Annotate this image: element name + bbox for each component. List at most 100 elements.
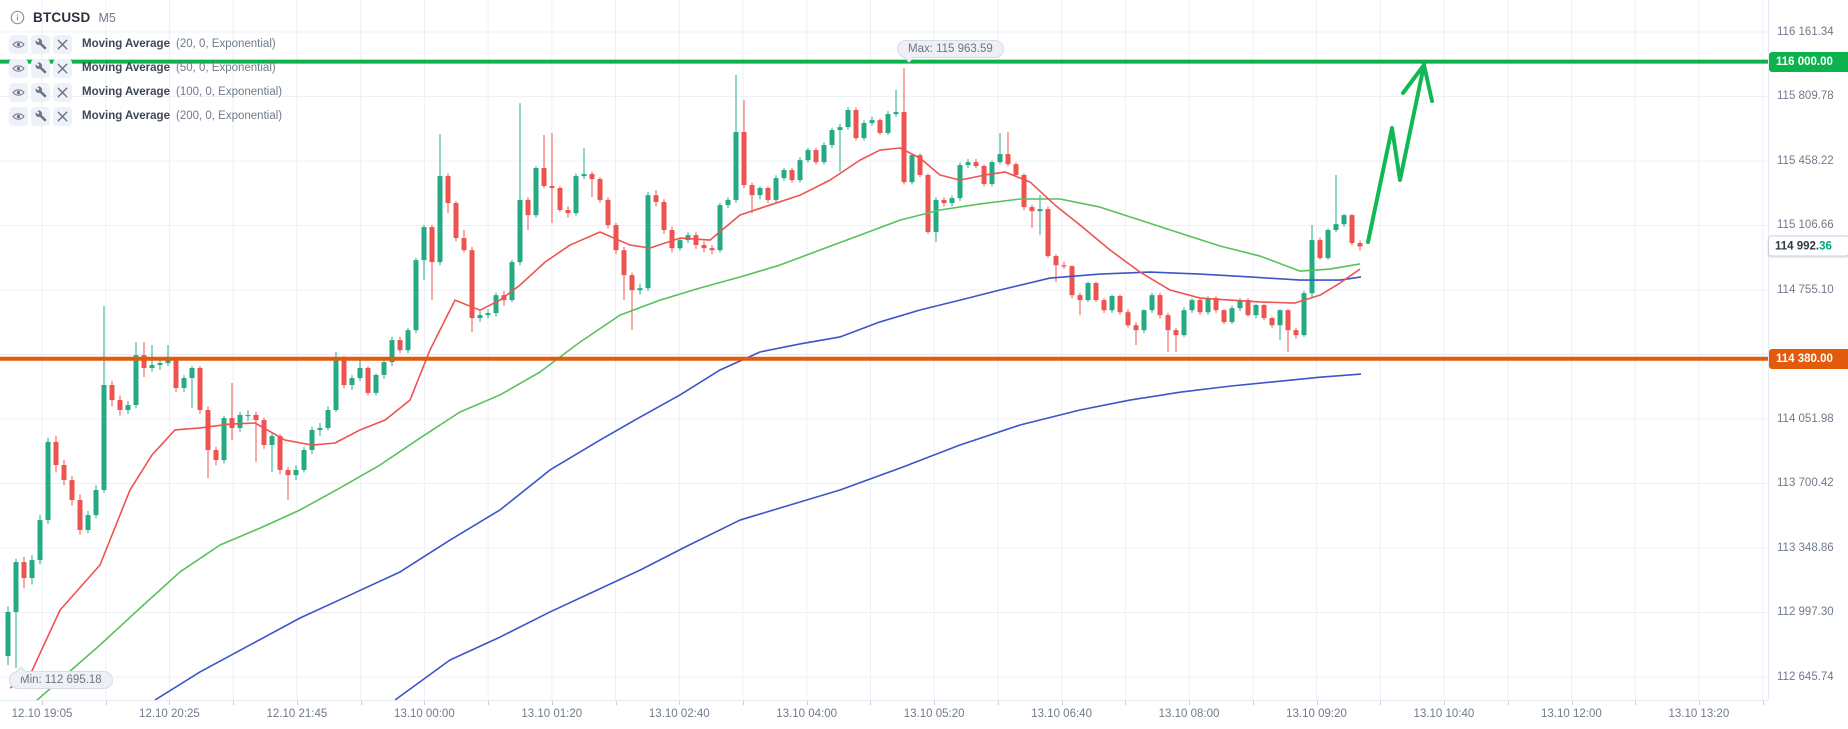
candle-body [549, 185, 555, 189]
candle-body [741, 132, 747, 186]
ema-100-line [154, 271, 1362, 700]
price-tick-label: 115 458.22 [1777, 154, 1834, 167]
candle-body [1229, 308, 1235, 323]
indicator-legend: Moving Average (20, 0, Exponential) Movi… [9, 32, 282, 128]
candle-body [381, 362, 387, 375]
candle-body [949, 198, 955, 204]
candle-body [229, 418, 235, 428]
price-axis[interactable]: 116 161.34 115 809.78 115 458.22 115 106.66… [1768, 0, 1848, 700]
visibility-eye-icon[interactable] [9, 82, 28, 102]
candle-body [557, 188, 563, 211]
candle-body [389, 340, 395, 363]
candle-body [189, 367, 195, 379]
remove-x-icon[interactable] [53, 34, 72, 54]
time-tick-mark [1571, 701, 1573, 705]
candle-body [765, 188, 771, 200]
candle-body [365, 367, 371, 393]
candle-body [1309, 240, 1315, 294]
time-tick-mark [1444, 701, 1446, 705]
settings-wrench-icon[interactable] [31, 82, 50, 102]
candle-body [413, 260, 419, 331]
candle-body [1197, 300, 1203, 313]
candle-body [437, 176, 443, 263]
candle-body [541, 168, 547, 186]
settings-wrench-icon[interactable] [31, 106, 50, 126]
drawn-arrow-annotation[interactable] [1366, 63, 1426, 244]
candle-body [461, 238, 467, 251]
candle-body [477, 315, 483, 319]
time-axis[interactable]: 12.10 19:05 12.10 20:25 12.10 21:45 13.10 0… [0, 700, 1768, 729]
price-tick-label: 113 348.86 [1777, 541, 1834, 554]
candle-body [1293, 330, 1299, 336]
time-tick-mark [169, 701, 171, 705]
candle-body [109, 385, 115, 401]
candle-body [357, 367, 363, 379]
candle-body [1077, 295, 1083, 301]
candle-body [301, 449, 307, 470]
chart-plot-area[interactable]: BTCUSD M5 Moving Average (20, 0, Exponen… [0, 0, 1768, 700]
indicator-params: (100, 0, Exponential) [175, 86, 283, 98]
time-tick-mark [1380, 701, 1382, 705]
time-tick-label: 12.10 19:05 [11, 708, 73, 720]
candle-body [141, 355, 147, 368]
time-tick-mark [1252, 701, 1254, 705]
candle-body [573, 176, 579, 214]
candle-body [53, 441, 59, 466]
visibility-eye-icon[interactable] [9, 34, 28, 54]
price-tick-label: 112 645.74 [1777, 670, 1834, 683]
time-tick-mark [934, 701, 936, 705]
candle-body [997, 154, 1003, 163]
price-level-badge[interactable]: 116 000.00 [1769, 51, 1848, 72]
candle-body [1325, 230, 1331, 259]
remove-x-icon[interactable] [53, 58, 72, 78]
arrow-head [1401, 63, 1426, 95]
candle-body [1157, 295, 1163, 316]
candle-body [237, 414, 243, 428]
time-tick-mark [105, 701, 107, 705]
remove-x-icon[interactable] [53, 106, 72, 126]
candle-body [285, 469, 291, 476]
time-tick-mark [870, 701, 872, 705]
candle-body [813, 150, 819, 163]
arrow-head [1422, 63, 1434, 103]
candle-body [1333, 224, 1339, 231]
candle-body [1133, 325, 1139, 331]
candle-body [429, 227, 435, 263]
time-tick-mark [615, 701, 617, 705]
candle-body [205, 409, 211, 450]
candlestick-chart[interactable] [0, 0, 1768, 700]
visibility-eye-icon[interactable] [9, 58, 28, 78]
candle-body [1053, 256, 1059, 266]
price-level-badge[interactable]: 114 380.00 [1769, 348, 1848, 369]
candle-body [1021, 174, 1027, 208]
max-price-tooltip: Max: 115 963.59 [897, 40, 1004, 63]
candle-body [125, 405, 131, 410]
time-tick-mark [42, 701, 43, 705]
candle-body [493, 295, 499, 314]
candle-body [1109, 296, 1115, 311]
candle-body [1101, 300, 1107, 311]
candle-body [637, 288, 643, 291]
candle-body [605, 199, 611, 226]
visibility-eye-icon[interactable] [9, 106, 28, 126]
candle-body [1141, 310, 1147, 331]
candle-body [917, 155, 923, 175]
candle-body [845, 110, 851, 128]
remove-x-icon[interactable] [53, 82, 72, 102]
candle-body [653, 195, 659, 202]
settings-wrench-icon[interactable] [31, 58, 50, 78]
candle-body [797, 160, 803, 181]
settings-wrench-icon[interactable] [31, 34, 50, 54]
candle-body [1269, 318, 1275, 326]
candle-body [1213, 298, 1219, 311]
indicator-name: Moving Average [82, 62, 170, 74]
candle-body [1117, 296, 1123, 313]
candle-body [821, 145, 827, 163]
info-icon[interactable] [10, 10, 25, 25]
candle-body [725, 199, 731, 206]
candle-body [709, 248, 715, 251]
candle-body [773, 178, 779, 200]
candle-body [885, 114, 891, 133]
candle-body [45, 441, 51, 521]
